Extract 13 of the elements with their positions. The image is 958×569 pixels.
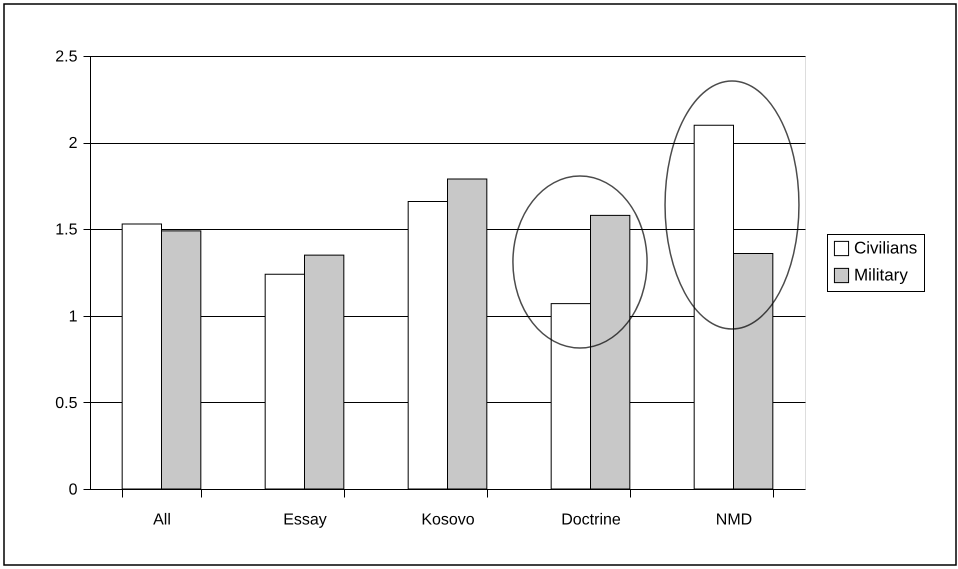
legend-label: Civilians	[854, 238, 918, 258]
y-tick-label: 0	[68, 482, 78, 498]
y-tick-label: 2.5	[55, 48, 78, 66]
x-tick-label: Essay	[283, 512, 327, 528]
y-tick-label: 2	[68, 135, 78, 152]
y-tick-label: 0.5	[55, 394, 78, 412]
x-tick-label: NMD	[716, 512, 752, 528]
x-tick-label: Doctrine	[561, 512, 621, 528]
y-tick-label: 1	[68, 308, 78, 326]
y-tick-label: 1.5	[55, 222, 78, 239]
x-tick-label: All	[153, 512, 171, 528]
x-tick-label: Kosovo	[421, 512, 475, 528]
legend-label: Military	[854, 266, 908, 284]
